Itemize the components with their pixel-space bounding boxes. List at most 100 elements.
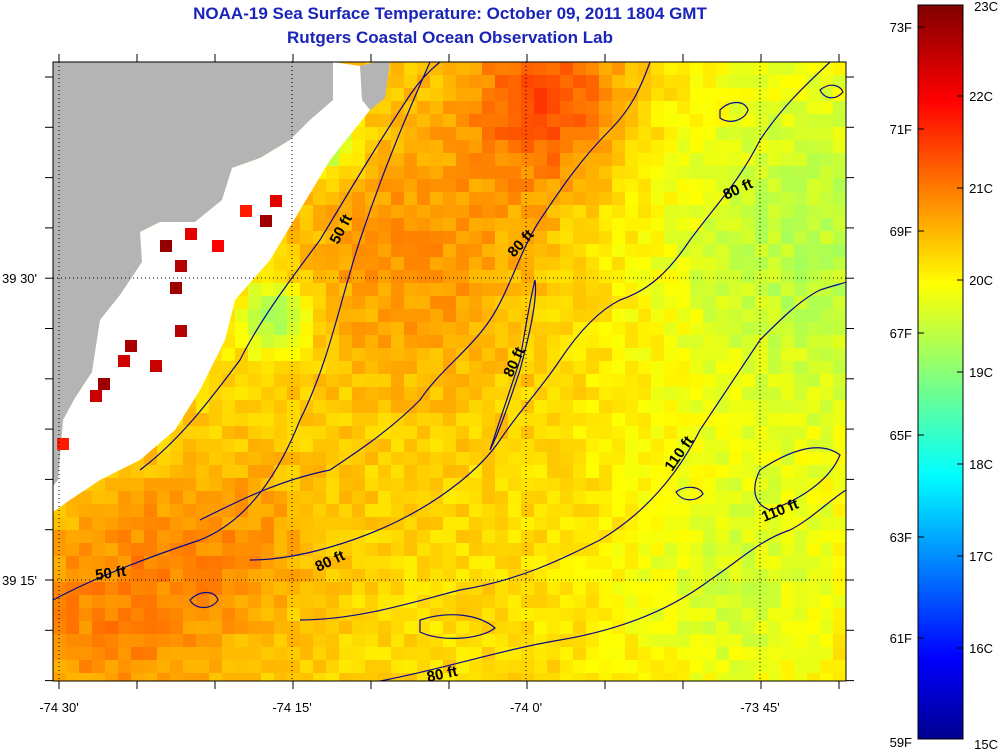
- sst-pixel: [274, 296, 287, 309]
- sst-pixel: [703, 361, 716, 374]
- sst-pixel: [430, 153, 443, 166]
- sst-pixel: [287, 452, 300, 465]
- sst-pixel: [443, 179, 456, 192]
- sst-pixel: [573, 114, 586, 127]
- sst-pixel: [378, 595, 391, 608]
- sst-pixel: [521, 257, 534, 270]
- sst-pixel: [534, 62, 547, 75]
- sst-pixel: [833, 244, 846, 257]
- sst-pixel: [222, 491, 235, 504]
- sst-pixel: [508, 296, 521, 309]
- sst-pixel: [703, 127, 716, 140]
- sst-pixel: [651, 244, 664, 257]
- sst-pixel: [716, 387, 729, 400]
- sst-pixel: [469, 374, 482, 387]
- sst-pixel: [573, 257, 586, 270]
- sst-pixel: [417, 296, 430, 309]
- sst-pixel: [820, 179, 833, 192]
- sst-pixel: [482, 179, 495, 192]
- sst-pixel: [404, 114, 417, 127]
- sst-pixel: [391, 244, 404, 257]
- sst-pixel: [391, 478, 404, 491]
- sst-pixel: [703, 452, 716, 465]
- sst-pixel: [300, 530, 313, 543]
- sst-pixel: [430, 361, 443, 374]
- colorbar-f-label: 59F: [890, 735, 912, 750]
- sst-pixel: [417, 166, 430, 179]
- sst-pixel: [495, 582, 508, 595]
- sst-pixel: [261, 517, 274, 530]
- sst-pixel: [833, 348, 846, 361]
- sst-pixel: [521, 582, 534, 595]
- sst-pixel: [443, 88, 456, 101]
- sst-pixel: [235, 335, 248, 348]
- sst-pixel: [495, 88, 508, 101]
- sst-pixel: [326, 348, 339, 361]
- sst-pixel: [352, 647, 365, 660]
- sst-pixel: [599, 465, 612, 478]
- sst-pixel: [469, 595, 482, 608]
- sst-pixel: [612, 595, 625, 608]
- sst-pixel: [261, 543, 274, 556]
- sst-pixel: [690, 361, 703, 374]
- sst-pixel: [820, 348, 833, 361]
- sst-pixel: [716, 75, 729, 88]
- sst-pixel: [313, 608, 326, 621]
- sst-pixel: [443, 244, 456, 257]
- sst-pixel: [339, 179, 352, 192]
- sst-pixel: [781, 231, 794, 244]
- sst-pixel: [443, 283, 456, 296]
- sst-pixel: [703, 322, 716, 335]
- sst-pixel: [92, 595, 105, 608]
- sst-pixel: [534, 218, 547, 231]
- sst-pixel: [599, 517, 612, 530]
- sst-pixel: [729, 634, 742, 647]
- sst-pixel: [183, 413, 196, 426]
- sst-pixel: [456, 335, 469, 348]
- sst-pixel: [729, 101, 742, 114]
- sst-pixel: [742, 179, 755, 192]
- sst-pixel: [404, 361, 417, 374]
- sst-pixel: [365, 621, 378, 634]
- sst-pixel: [79, 608, 92, 621]
- sst-pixel: [508, 309, 521, 322]
- sst-pixel: [547, 595, 560, 608]
- sst-pixel: [729, 673, 742, 681]
- sst-pixel: [248, 673, 261, 681]
- sst-pixel: [508, 244, 521, 257]
- sst-pixel: [807, 231, 820, 244]
- sst-pixel: [833, 374, 846, 387]
- sst-pixel: [53, 647, 66, 660]
- sst-pixel: [651, 621, 664, 634]
- sst-pixel: [326, 465, 339, 478]
- sst-pixel: [820, 231, 833, 244]
- sst-pixel: [547, 478, 560, 491]
- sst-pixel: [339, 660, 352, 673]
- sst-pixel: [456, 608, 469, 621]
- sst-pixel: [378, 179, 391, 192]
- sst-pixel: [469, 62, 482, 75]
- sst-pixel: [612, 582, 625, 595]
- sst-pixel: [768, 153, 781, 166]
- contour-label-50ft: 50 ft: [94, 563, 127, 584]
- sst-pixel: [339, 517, 352, 530]
- sst-pixel: [274, 634, 287, 647]
- sst-pixel: [365, 270, 378, 283]
- sst-pixel: [820, 556, 833, 569]
- sst-pixel: [664, 374, 677, 387]
- sst-pixel: [430, 452, 443, 465]
- sst-pixel: [365, 283, 378, 296]
- sst-pixel: [482, 192, 495, 205]
- sst-pixel: [469, 101, 482, 114]
- sst-field: [53, 62, 846, 681]
- sst-pixel: [716, 218, 729, 231]
- sst-pixel: [222, 660, 235, 673]
- sst-pixel: [326, 218, 339, 231]
- sst-pixel: [573, 218, 586, 231]
- sst-pixel: [118, 582, 131, 595]
- sst-pixel: [105, 517, 118, 530]
- sst-pixel: [495, 179, 508, 192]
- sst-pixel: [534, 517, 547, 530]
- sst-pixel: [352, 335, 365, 348]
- sst-pixel: [222, 647, 235, 660]
